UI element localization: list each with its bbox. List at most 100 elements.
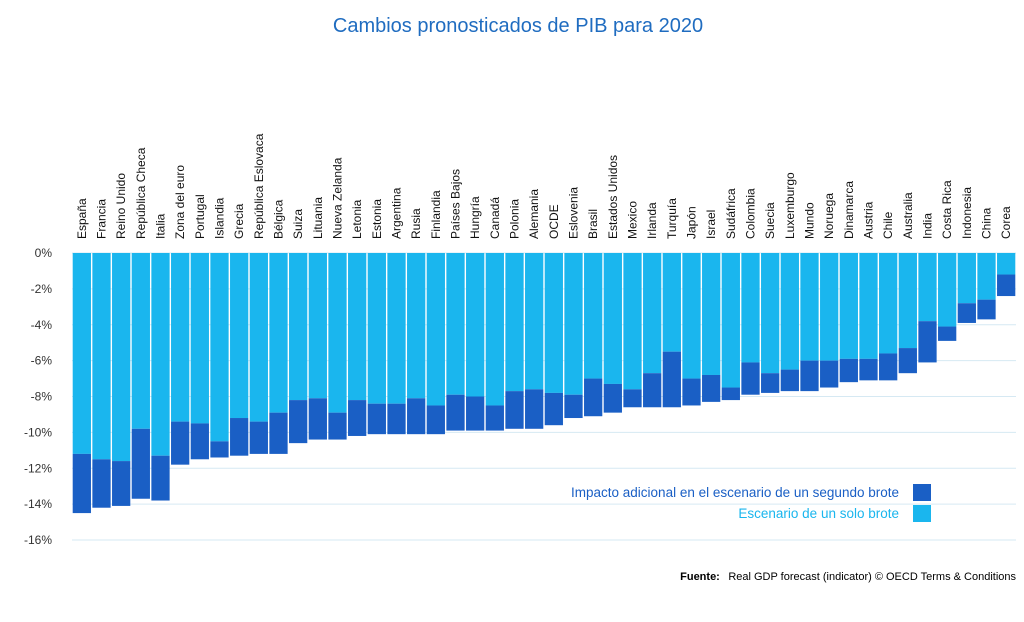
category-label: Argentina <box>390 187 404 239</box>
y-tick-label: -14% <box>24 497 52 511</box>
bar-single-outbreak <box>938 253 957 327</box>
bar-single-outbreak <box>407 253 426 399</box>
category-label: Islandia <box>213 197 227 239</box>
category-label: Israel <box>704 210 718 239</box>
bar-second-outbreak <box>269 412 288 454</box>
bar-single-outbreak <box>446 253 465 395</box>
category-label: Costa Rica <box>940 180 954 239</box>
y-tick-label: -6% <box>31 354 53 368</box>
category-label: Francia <box>95 199 109 239</box>
y-tick-label: 0% <box>35 246 53 260</box>
legend-swatch <box>913 505 931 522</box>
bar-second-outbreak <box>446 394 465 431</box>
bar-single-outbreak <box>387 253 406 404</box>
category-label: Zona del euro <box>173 165 187 239</box>
bar-single-outbreak <box>544 253 563 393</box>
category-label: Mexico <box>626 201 640 239</box>
category-label: OCDE <box>547 204 561 239</box>
category-label: Colombia <box>744 188 758 239</box>
chart-title: Cambios pronosticados de PIB para 2020 <box>333 15 703 37</box>
gridlines <box>72 252 1016 541</box>
category-label: Estados Unidos <box>606 155 620 239</box>
y-tick-label: -4% <box>31 318 53 332</box>
bar-single-outbreak <box>466 253 485 397</box>
bar-single-outbreak <box>761 253 780 374</box>
y-tick-label: -10% <box>24 425 52 439</box>
category-label: Turquía <box>665 198 679 239</box>
bar-single-outbreak <box>210 253 229 442</box>
y-axis: 0% -2% -4% -6% -8% -10% -12% -14% -16% <box>24 246 52 547</box>
bar-second-outbreak <box>564 394 583 419</box>
bar-single-outbreak <box>643 253 662 374</box>
bar-single-outbreak <box>525 253 544 390</box>
bar-single-outbreak <box>800 253 819 361</box>
category-label: Corea <box>999 206 1013 239</box>
bar-second-outbreak <box>603 383 622 413</box>
bar-second-outbreak <box>702 374 721 402</box>
bar-second-outbreak <box>741 362 760 395</box>
category-label: Mundo <box>803 202 817 239</box>
bar-second-outbreak <box>505 391 524 429</box>
category-label: Noruega <box>822 193 836 239</box>
source-note: Fuente: Real GDP forecast (indicator) © … <box>680 567 1016 584</box>
bar-single-outbreak <box>918 253 937 322</box>
bar-second-outbreak <box>387 403 406 435</box>
bar-single-outbreak <box>780 253 799 370</box>
category-label: Brasil <box>586 209 600 239</box>
category-label: Países Bajos <box>449 169 463 239</box>
category-label: República Eslovaca <box>252 133 266 239</box>
category-label: Indonesia <box>960 187 974 239</box>
category-label: Rusia <box>409 208 423 239</box>
bar-second-outbreak <box>761 373 780 393</box>
category-label: India <box>921 213 935 239</box>
bar-second-outbreak <box>171 421 190 465</box>
category-label: Japón <box>685 206 699 239</box>
bar-single-outbreak <box>682 253 701 379</box>
bar-single-outbreak <box>151 253 170 456</box>
bar-single-outbreak <box>328 253 347 413</box>
category-label: Polonia <box>508 199 522 239</box>
bar-single-outbreak <box>879 253 898 354</box>
category-label: Chile <box>881 211 895 239</box>
bar-second-outbreak <box>190 423 209 460</box>
bar-single-outbreak <box>662 253 681 352</box>
bar-single-outbreak <box>72 253 91 454</box>
bar-second-outbreak <box>485 405 504 431</box>
bar-single-outbreak <box>584 253 603 379</box>
bar-second-outbreak <box>839 358 858 383</box>
bar-single-outbreak <box>603 253 622 384</box>
category-label: República Checa <box>134 147 148 239</box>
category-label: Australia <box>901 192 915 239</box>
bar-second-outbreak <box>230 418 249 456</box>
bar-single-outbreak <box>977 253 996 300</box>
bar-second-outbreak <box>780 369 799 392</box>
bar-second-outbreak <box>328 412 347 440</box>
bar-single-outbreak <box>308 253 327 399</box>
category-label: Hungría <box>468 196 482 239</box>
category-label: España <box>75 198 89 239</box>
category-label: Estonia <box>370 199 384 239</box>
bar-second-outbreak <box>210 441 229 458</box>
bar-second-outbreak <box>348 400 367 436</box>
category-label: Sudáfrica <box>724 188 738 239</box>
bar-single-outbreak <box>269 253 288 413</box>
bar-second-outbreak <box>820 360 839 388</box>
bar-single-outbreak <box>564 253 583 395</box>
bar-single-outbreak <box>997 253 1016 275</box>
bar-single-outbreak <box>505 253 524 392</box>
bar-second-outbreak <box>898 348 917 374</box>
legend-label: Escenario de un solo brote <box>738 506 899 521</box>
bar-single-outbreak <box>721 253 740 388</box>
bar-second-outbreak <box>800 360 819 392</box>
category-label: Grecia <box>232 203 246 239</box>
category-label: Italia <box>154 213 168 239</box>
category-label: Portugal <box>193 194 207 239</box>
bar-second-outbreak <box>662 351 681 408</box>
bar-single-outbreak <box>741 253 760 363</box>
category-label: Lituania <box>311 197 325 239</box>
legend-swatch <box>913 484 931 501</box>
category-label: China <box>980 207 994 239</box>
bar-single-outbreak <box>289 253 308 401</box>
bar-second-outbreak <box>112 461 131 506</box>
